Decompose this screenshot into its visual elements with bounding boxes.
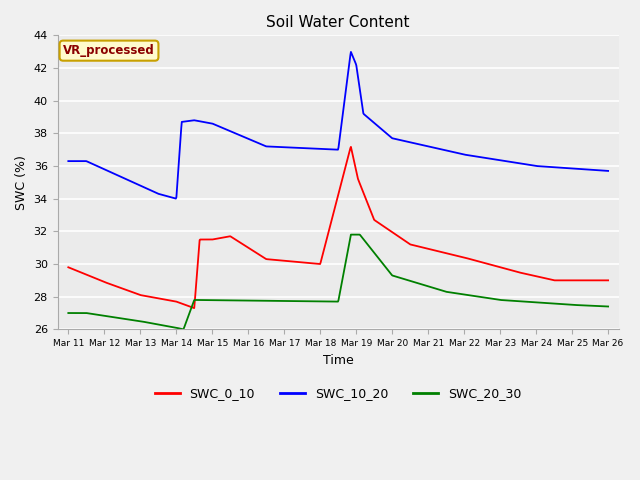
SWC_0_10 <box>303 260 310 265</box>
SWC_20_30 <box>303 299 310 304</box>
Line: SWC_20_30: SWC_20_30 <box>68 235 608 329</box>
SWC_20_30 <box>120 316 127 322</box>
SWC_20_30 <box>284 298 291 304</box>
Line: SWC_10_20: SWC_10_20 <box>68 52 608 199</box>
SWC_10_20 <box>120 175 127 181</box>
SWC_20_30 <box>347 232 355 238</box>
SWC_0_10 <box>496 264 504 270</box>
SWC_0_10 <box>486 262 494 267</box>
SWC_0_10 <box>604 277 612 283</box>
SWC_10_20 <box>65 158 72 164</box>
SWC_10_20 <box>284 144 291 150</box>
SWC_20_30 <box>180 326 188 332</box>
Text: VR_processed: VR_processed <box>63 44 155 57</box>
SWC_20_30 <box>604 304 612 310</box>
SWC_10_20 <box>496 157 504 163</box>
SWC_0_10 <box>190 305 198 311</box>
Title: Soil Water Content: Soil Water Content <box>266 15 410 30</box>
SWC_0_10 <box>65 264 72 270</box>
SWC_20_30 <box>65 310 72 316</box>
SWC_0_10 <box>347 144 355 150</box>
SWC_20_30 <box>496 297 504 303</box>
X-axis label: Time: Time <box>323 354 353 367</box>
Legend: SWC_0_10, SWC_10_20, SWC_20_30: SWC_0_10, SWC_10_20, SWC_20_30 <box>150 383 527 406</box>
SWC_0_10 <box>284 258 291 264</box>
SWC_20_30 <box>486 296 494 301</box>
SWC_0_10 <box>436 249 444 254</box>
SWC_10_20 <box>172 196 180 202</box>
SWC_10_20 <box>486 156 494 162</box>
Y-axis label: SWC (%): SWC (%) <box>15 155 28 210</box>
SWC_20_30 <box>436 287 444 293</box>
SWC_10_20 <box>303 145 310 151</box>
SWC_10_20 <box>347 49 355 55</box>
SWC_10_20 <box>436 146 444 152</box>
Line: SWC_0_10: SWC_0_10 <box>68 147 608 308</box>
SWC_0_10 <box>120 286 127 292</box>
SWC_10_20 <box>604 168 612 174</box>
